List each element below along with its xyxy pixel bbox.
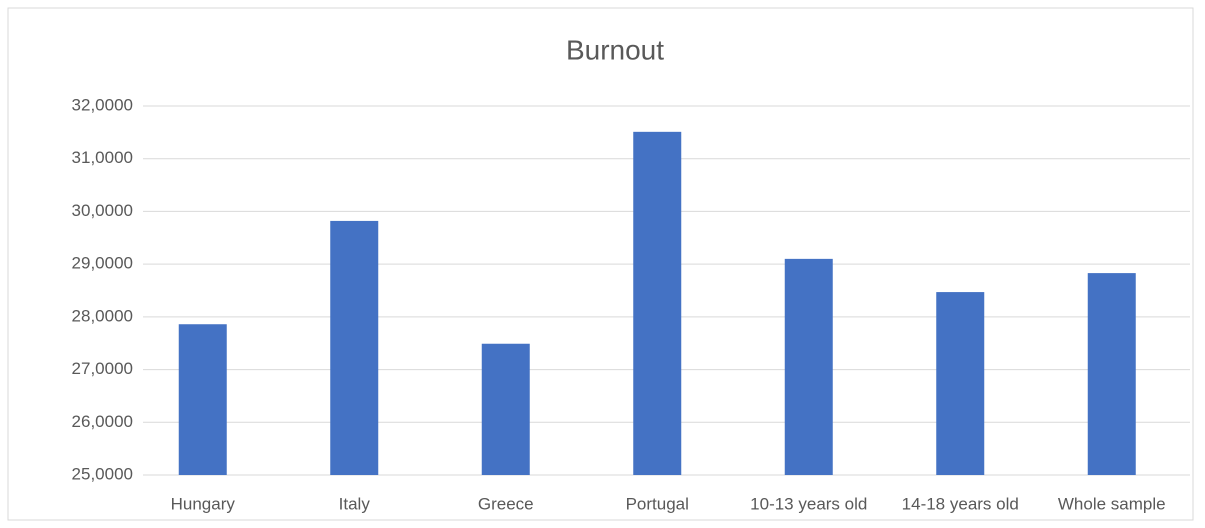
bar [481,343,530,475]
bar [1087,273,1136,475]
bar [784,258,833,475]
y-tick-label: 31,0000 [72,148,133,167]
bar [936,292,985,475]
x-tick-label: Portugal [626,494,689,513]
y-tick-label: 29,0000 [72,254,133,273]
x-tick-label: Whole sample [1058,494,1166,513]
x-tick-label: 10-13 years old [750,494,867,513]
x-tick-label: Italy [339,494,371,513]
x-tick-label: 14-18 years old [902,494,1019,513]
bar [178,324,227,475]
bar [633,131,682,475]
y-tick-label: 30,0000 [72,201,133,220]
y-tick-label: 32,0000 [72,95,133,114]
x-tick-label: Hungary [171,494,236,513]
bar [330,220,379,475]
y-tick-label: 27,0000 [72,359,133,378]
chart-title: Burnout [566,34,664,65]
y-tick-label: 26,0000 [72,412,133,431]
y-tick-label: 28,0000 [72,306,133,325]
x-tick-label: Greece [478,494,534,513]
y-tick-label: 25,0000 [72,464,133,483]
